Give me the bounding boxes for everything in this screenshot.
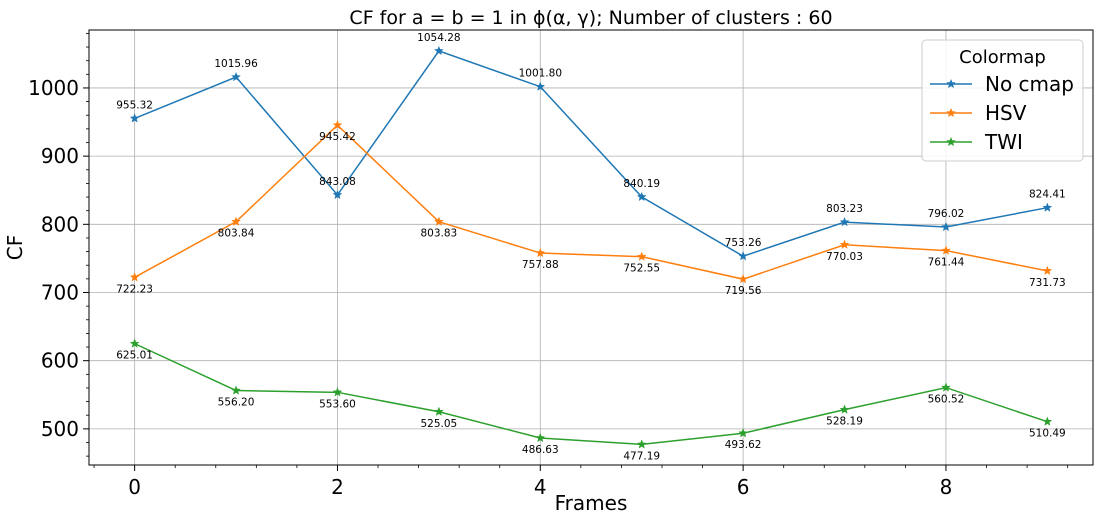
data-label-twi: 556.20 — [218, 397, 255, 409]
x-tick-label: 8 — [940, 475, 953, 499]
data-label-hsv: 770.03 — [826, 251, 863, 263]
y-tick-label: 800 — [41, 212, 79, 236]
data-point-hsv — [1042, 265, 1053, 276]
data-label-twi: 528.19 — [826, 416, 863, 428]
data-point-hsv — [636, 251, 647, 261]
series-layer — [129, 45, 1053, 449]
x-tick-label: 4 — [534, 475, 547, 499]
data-point-twi — [535, 432, 546, 443]
legend-marker-twi — [946, 136, 956, 147]
data-point-no-cmap — [535, 81, 546, 91]
data-label-twi: 553.60 — [319, 398, 356, 410]
y-tick-label: 700 — [41, 281, 79, 305]
legend-label-twi: TWI — [984, 130, 1023, 154]
series-line-twi — [134, 342, 1048, 446]
data-labels: 955.32 1015.96 843.08 1054.28 1001.80 840.19 7… — [116, 32, 1065, 462]
data-label-twi: 560.52 — [928, 394, 965, 406]
data-label-twi: 510.49 — [1029, 428, 1066, 440]
data-point-twi — [636, 439, 647, 449]
data-point-no-cmap — [738, 250, 749, 261]
data-point-twi — [332, 387, 343, 397]
x-tick-label: 2 — [331, 475, 344, 499]
data-point-hsv — [738, 273, 749, 284]
axes: 0 2 4 6 8 500 600 700 800 900 1000 Frames CF — [3, 29, 1094, 515]
plot-frame — [88, 29, 1094, 466]
data-label-no-cmap: 1015.96 — [214, 58, 258, 70]
data-label-no-cmap: 955.32 — [116, 99, 153, 111]
legend-box — [921, 39, 1084, 162]
data-point-hsv — [839, 239, 850, 249]
data-label-hsv: 719.56 — [725, 285, 762, 297]
data-point-no-cmap — [332, 189, 343, 200]
data-label-twi: 477.19 — [623, 450, 660, 462]
data-point-no-cmap — [433, 45, 444, 56]
data-point-no-cmap — [231, 71, 242, 82]
data-point-hsv — [332, 119, 343, 130]
x-tick-label: 0 — [128, 475, 141, 499]
data-point-no-cmap — [1042, 202, 1053, 212]
data-label-hsv: 731.73 — [1029, 277, 1066, 289]
legend-marker-hsv — [946, 107, 956, 118]
data-label-hsv: 945.42 — [319, 131, 356, 143]
data-label-hsv: 757.88 — [522, 259, 559, 271]
data-label-hsv: 803.84 — [218, 228, 255, 240]
data-label-no-cmap: 1001.80 — [519, 68, 562, 80]
data-point-twi — [231, 385, 242, 395]
data-point-no-cmap — [129, 113, 140, 123]
data-label-twi: 493.62 — [725, 439, 762, 451]
data-label-no-cmap: 840.19 — [623, 178, 660, 190]
chart-title-text: CF for a = b = 1 in ϕ(α, γ); Number of c… — [349, 7, 832, 29]
legend-marker-no-cmap — [946, 78, 956, 89]
series-line-hsv — [134, 124, 1048, 280]
data-label-no-cmap: 1054.28 — [417, 32, 460, 44]
legend: Colormap No cmap HSV TWI — [921, 39, 1084, 162]
legend-label-no-cmap: No cmap — [985, 72, 1074, 96]
data-label-no-cmap: 796.02 — [928, 208, 965, 220]
data-point-hsv — [231, 216, 242, 226]
data-label-hsv: 752.55 — [623, 263, 660, 275]
legend-label-hsv: HSV — [985, 101, 1027, 125]
series-line-no-cmap — [134, 50, 1048, 258]
data-point-hsv — [433, 216, 444, 226]
y-axis-label: CF — [3, 235, 27, 260]
y-tick-label: 600 — [41, 349, 79, 373]
data-point-no-cmap — [636, 191, 647, 202]
data-label-hsv: 722.23 — [116, 283, 153, 295]
y-tick-label: 1000 — [28, 76, 79, 100]
data-point-twi — [433, 406, 444, 416]
data-label-hsv: 761.44 — [928, 257, 965, 269]
data-point-twi — [129, 338, 140, 348]
data-label-hsv: 803.83 — [421, 228, 458, 240]
data-point-twi — [839, 404, 850, 414]
data-point-twi — [940, 382, 951, 392]
data-point-twi — [1042, 416, 1053, 426]
y-tick-label: 500 — [41, 417, 79, 441]
legend-title: Colormap — [959, 47, 1046, 68]
data-label-twi: 486.63 — [522, 444, 559, 456]
data-point-twi — [738, 428, 749, 438]
y-tick-label: 900 — [41, 144, 79, 168]
data-label-twi: 625.01 — [116, 350, 153, 362]
data-label-no-cmap: 803.23 — [826, 203, 863, 215]
x-tick-label: 6 — [737, 475, 750, 499]
data-label-no-cmap: 824.41 — [1029, 189, 1066, 201]
data-label-no-cmap: 843.08 — [319, 176, 356, 188]
data-label-no-cmap: 753.26 — [725, 237, 762, 249]
x-axis-label: Frames — [555, 491, 628, 515]
data-label-twi: 525.05 — [421, 418, 458, 430]
chart-title: CF for a = b = 1 in ϕ(α, γ); Number of c… — [349, 7, 832, 29]
data-point-hsv — [535, 247, 546, 258]
data-point-no-cmap — [839, 216, 850, 227]
data-point-hsv — [940, 245, 951, 255]
data-point-hsv — [129, 272, 140, 282]
data-point-no-cmap — [940, 221, 951, 232]
